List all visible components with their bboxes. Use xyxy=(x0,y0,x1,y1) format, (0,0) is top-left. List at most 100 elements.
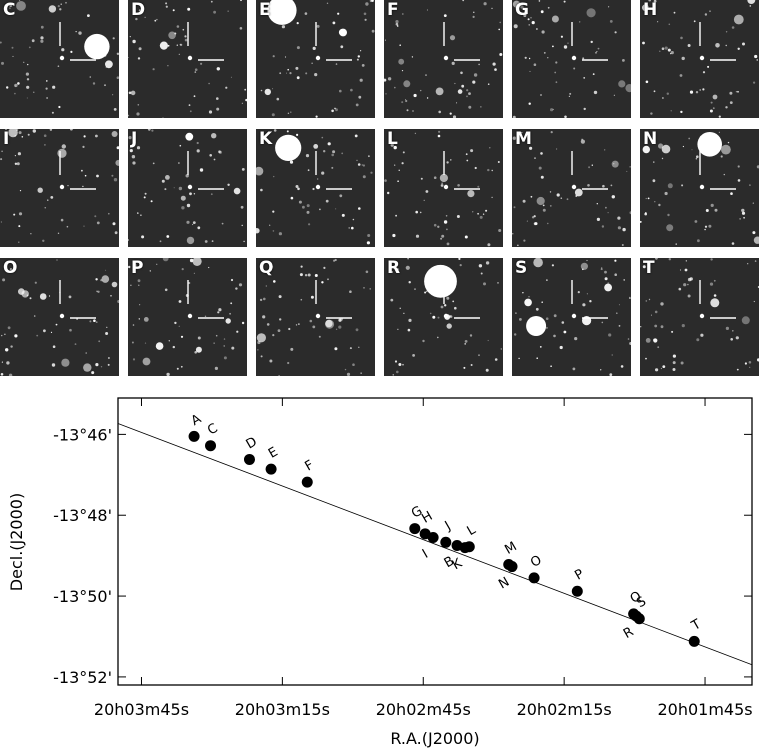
target-object xyxy=(187,184,193,190)
star xyxy=(528,296,530,298)
star xyxy=(78,31,82,35)
star xyxy=(162,117,164,118)
star xyxy=(513,24,518,29)
star xyxy=(368,155,370,158)
star xyxy=(227,183,230,186)
star xyxy=(58,105,61,109)
thumbnail-label: F xyxy=(387,0,399,20)
star xyxy=(439,173,448,183)
star xyxy=(105,332,109,335)
star xyxy=(617,216,621,220)
star xyxy=(130,90,136,96)
thumbnail-t: T xyxy=(640,258,759,376)
star xyxy=(273,129,277,132)
star xyxy=(139,304,141,306)
star xyxy=(611,354,613,356)
star xyxy=(642,265,646,269)
star xyxy=(21,290,29,298)
point-label: J xyxy=(442,519,454,534)
star xyxy=(57,148,67,158)
star xyxy=(321,171,325,175)
star xyxy=(399,307,401,309)
star-field xyxy=(128,129,245,245)
star xyxy=(687,44,691,47)
star xyxy=(334,107,336,110)
star xyxy=(653,90,656,93)
star xyxy=(478,354,480,357)
star xyxy=(742,42,745,46)
star xyxy=(661,144,671,154)
star xyxy=(551,15,559,23)
star xyxy=(136,146,141,150)
point-label: D xyxy=(244,434,260,452)
point-label: P xyxy=(572,567,586,584)
star xyxy=(321,136,324,139)
star xyxy=(387,191,390,195)
star xyxy=(144,342,147,344)
star xyxy=(572,367,576,371)
star xyxy=(749,5,752,7)
star xyxy=(208,110,213,114)
star xyxy=(563,45,568,49)
star xyxy=(629,166,631,168)
star xyxy=(369,0,373,3)
star xyxy=(193,193,196,195)
thumbnail-label: I xyxy=(3,129,10,149)
star xyxy=(225,318,231,324)
star xyxy=(156,18,158,21)
star xyxy=(559,345,563,350)
star xyxy=(590,40,593,44)
star xyxy=(666,224,674,232)
star xyxy=(441,182,443,184)
star xyxy=(189,192,192,196)
star xyxy=(451,61,455,65)
star xyxy=(547,222,549,225)
star xyxy=(211,133,217,139)
star-field xyxy=(384,130,502,247)
star xyxy=(57,232,60,234)
point-label: T xyxy=(688,617,703,634)
star xyxy=(545,326,548,329)
point-d xyxy=(243,453,255,465)
star xyxy=(174,321,177,325)
star xyxy=(440,237,443,240)
thumbnail-e: E xyxy=(256,0,375,118)
star xyxy=(462,0,465,2)
star xyxy=(129,36,131,38)
target-object xyxy=(59,313,65,319)
star xyxy=(0,41,2,44)
star xyxy=(266,323,270,326)
star xyxy=(110,295,112,297)
star xyxy=(735,91,737,93)
star xyxy=(614,31,617,34)
star xyxy=(429,312,432,315)
star xyxy=(645,300,648,302)
star xyxy=(426,9,428,11)
star xyxy=(279,318,282,321)
star xyxy=(440,184,444,187)
star xyxy=(188,282,191,284)
star xyxy=(405,265,410,270)
star xyxy=(179,144,182,147)
star xyxy=(613,94,615,96)
star xyxy=(34,281,37,284)
star xyxy=(28,46,31,49)
star xyxy=(273,280,276,283)
star xyxy=(699,89,702,91)
star xyxy=(679,269,682,271)
star xyxy=(184,38,188,42)
star xyxy=(354,134,358,138)
star xyxy=(61,358,70,367)
star xyxy=(176,25,180,28)
star xyxy=(128,57,129,58)
star xyxy=(600,268,603,271)
star xyxy=(30,233,32,235)
star xyxy=(87,14,90,17)
point-label: R xyxy=(621,624,636,642)
star xyxy=(449,35,456,41)
star xyxy=(700,333,704,337)
star xyxy=(466,159,469,162)
star xyxy=(757,286,759,288)
star xyxy=(311,62,313,64)
star xyxy=(257,340,261,345)
